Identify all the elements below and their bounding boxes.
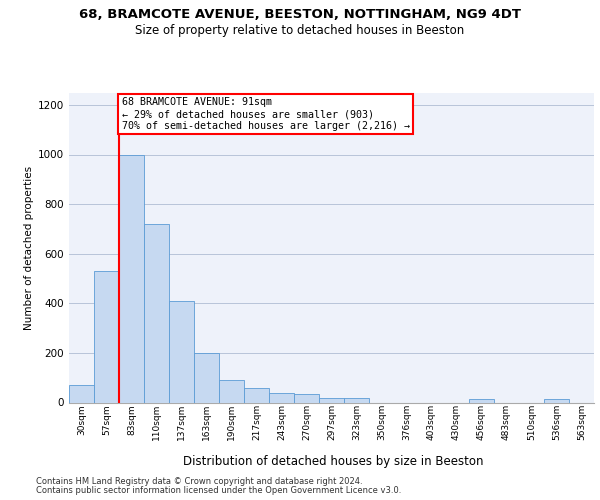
Bar (144, 224, 169, 402)
Bar (119, 154, 144, 402)
Bar (244, 388, 269, 402)
Bar (269, 392, 294, 402)
Bar (469, 399, 494, 402)
Bar (94, 271, 119, 402)
Bar (344, 398, 369, 402)
Text: Contains public sector information licensed under the Open Government Licence v3: Contains public sector information licen… (36, 486, 401, 495)
Y-axis label: Number of detached properties: Number of detached properties (24, 166, 34, 330)
Bar (219, 380, 244, 402)
Bar (319, 398, 344, 402)
Text: 68, BRAMCOTE AVENUE, BEESTON, NOTTINGHAM, NG9 4DT: 68, BRAMCOTE AVENUE, BEESTON, NOTTINGHAM… (79, 8, 521, 20)
Bar (544, 399, 569, 402)
Bar (169, 301, 194, 402)
Bar (294, 394, 319, 402)
Text: Distribution of detached houses by size in Beeston: Distribution of detached houses by size … (183, 455, 483, 468)
Text: Size of property relative to detached houses in Beeston: Size of property relative to detached ho… (136, 24, 464, 37)
Text: Contains HM Land Registry data © Crown copyright and database right 2024.: Contains HM Land Registry data © Crown c… (36, 477, 362, 486)
Bar (69, 385, 94, 402)
Text: 68 BRAMCOTE AVENUE: 91sqm
← 29% of detached houses are smaller (903)
70% of semi: 68 BRAMCOTE AVENUE: 91sqm ← 29% of detac… (121, 98, 409, 130)
Bar (194, 353, 219, 403)
